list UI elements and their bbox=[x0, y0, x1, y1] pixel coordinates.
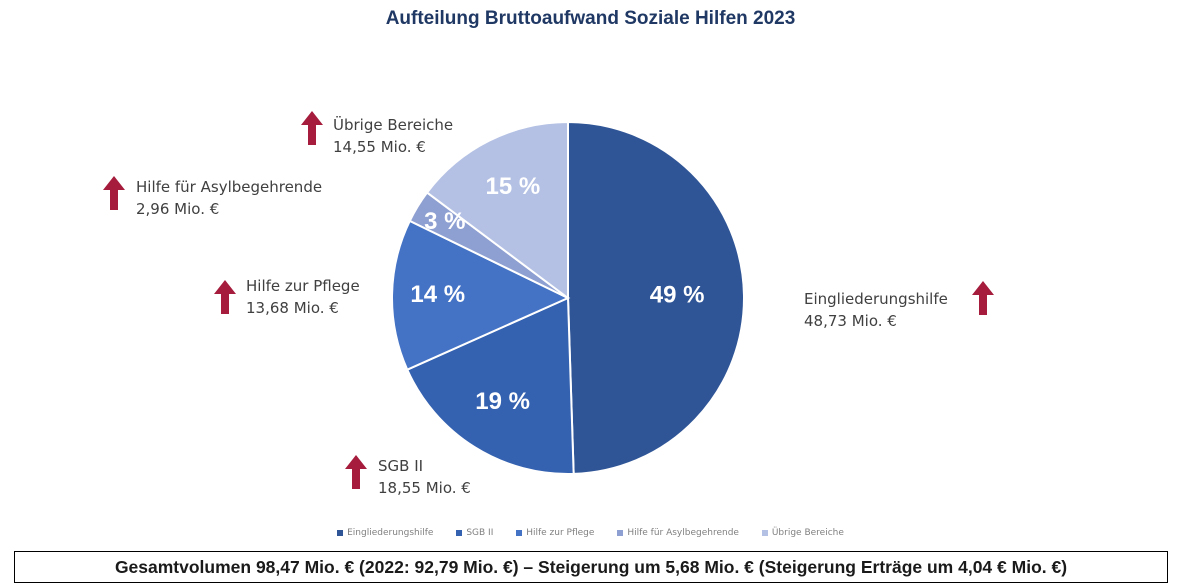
slice-percent-label: 49 % bbox=[650, 282, 705, 309]
callout-label: Hilfe für Asylbegehrende bbox=[136, 178, 323, 196]
legend-swatch bbox=[337, 529, 344, 536]
slice-percent-label: 14 % bbox=[410, 281, 465, 308]
callout-label: SGB II bbox=[378, 457, 424, 475]
pie-chart: 49 % 19 % 14 % 3 % 15 % bbox=[391, 120, 745, 475]
callout-label: Hilfe zur Pflege bbox=[246, 277, 360, 295]
pie-slice bbox=[567, 120, 745, 475]
legend-swatch bbox=[617, 529, 624, 536]
legend-item-hilfe-zur-pflege: Hilfe zur Pflege bbox=[516, 528, 594, 538]
pie-slice bbox=[425, 120, 569, 300]
arrow-up-icon bbox=[972, 281, 994, 315]
slice-percent-label: 3 % bbox=[424, 208, 465, 235]
legend-label: Eingliederungshilfe bbox=[347, 528, 434, 538]
slice-percent-label: 19 % bbox=[475, 388, 530, 415]
callout-value: 48,73 Mio. € bbox=[804, 312, 897, 330]
callout-hilfe-zur-pflege: Hilfe zur Pflege 13,68 Mio. € bbox=[246, 275, 360, 319]
arrow-up-icon bbox=[301, 111, 323, 145]
callout-value: 2,96 Mio. € bbox=[136, 200, 220, 218]
callout-value: 13,68 Mio. € bbox=[246, 299, 339, 317]
legend-swatch bbox=[516, 529, 523, 536]
legend-item-eingliederungshilfe: Eingliederungshilfe bbox=[337, 528, 433, 538]
callout-label: Eingliederungshilfe bbox=[804, 290, 948, 308]
arrow-up-icon bbox=[345, 455, 367, 489]
callout-uebrige-bereiche: Übrige Bereiche 14,55 Mio. € bbox=[333, 114, 453, 158]
callout-value: 14,55 Mio. € bbox=[333, 138, 426, 156]
legend-label: Hilfe für Asylbegehrende bbox=[627, 528, 739, 538]
callout-value: 18,55 Mio. € bbox=[378, 479, 471, 497]
pie-slice bbox=[405, 296, 575, 475]
legend-item-sgb-ii: SGB II bbox=[456, 528, 493, 538]
callout-eingliederungshilfe: Eingliederungshilfe 48,73 Mio. € bbox=[804, 288, 948, 332]
legend-item-hilfe-fuer-asylbegehrende: Hilfe für Asylbegehrende bbox=[617, 528, 739, 538]
callout-hilfe-fuer-asylbegehrende: Hilfe für Asylbegehrende 2,96 Mio. € bbox=[136, 176, 322, 220]
pie-slice bbox=[391, 219, 571, 371]
legend-swatch bbox=[456, 529, 463, 536]
chart-title: Aufteilung Bruttoaufwand Soziale Hilfen … bbox=[385, 8, 796, 29]
legend-swatch bbox=[761, 529, 768, 536]
arrow-up-icon bbox=[214, 280, 236, 314]
legend-label: Übrige Bereiche bbox=[771, 528, 844, 538]
total-volume-summary: Gesamtvolumen 98,47 Mio. € (2022: 92,79 … bbox=[14, 551, 1168, 583]
slice-percent-label: 15 % bbox=[485, 173, 540, 200]
legend-item-uebrige-bereiche: Übrige Bereiche bbox=[761, 528, 844, 538]
callout-sgb-ii: SGB II 18,55 Mio. € bbox=[378, 455, 471, 499]
callout-label: Übrige Bereiche bbox=[333, 116, 454, 134]
legend-label: Hilfe zur Pflege bbox=[526, 528, 595, 538]
legend-label: SGB II bbox=[466, 528, 494, 538]
arrow-up-icon bbox=[103, 176, 125, 210]
chart-legend: Eingliederungshilfe SGB II Hilfe zur Pfl… bbox=[0, 528, 1181, 538]
